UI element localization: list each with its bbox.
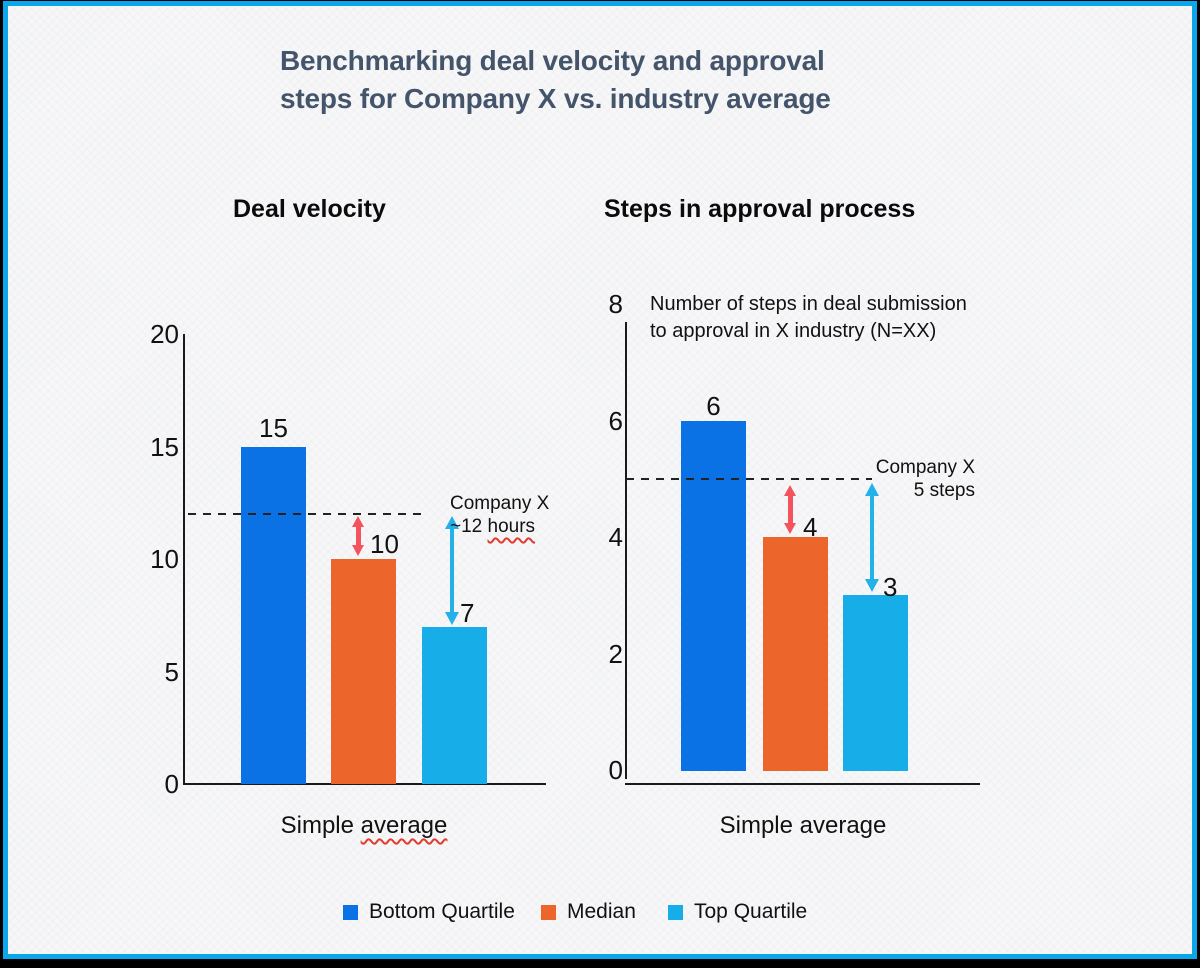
bar-value-label: 10 (370, 529, 399, 559)
annotation-text: Company X (875, 457, 975, 478)
bar-value-label: 6 (706, 390, 721, 421)
red-difference-arrow-shaft (355, 525, 361, 547)
annotation-line: ~12 hours (450, 515, 549, 538)
red-difference-arrow-head-down (784, 523, 796, 535)
x-axis-label: Simple average (643, 812, 963, 840)
blue-difference-arrow-head-down (865, 579, 879, 593)
annotation-misspelled-word: hours (487, 516, 536, 537)
bar-top-quartile (422, 626, 487, 784)
bar-median (763, 537, 828, 771)
red-difference-arrow (784, 485, 796, 535)
y-tick-label: 0 (608, 755, 623, 785)
red-difference-arrow (352, 516, 364, 556)
y-tick-label: 10 (150, 544, 179, 574)
company-x-reference-line (188, 513, 428, 515)
x-axis-line (625, 783, 980, 785)
y-tick-label: 8 (608, 289, 623, 320)
annotation-line: Company X (450, 492, 549, 515)
x-axis-label-misspelled-word: average (360, 812, 448, 839)
blue-difference-arrow (445, 516, 459, 625)
legend-label: Median (567, 900, 636, 923)
blue-difference-arrow-shaft (450, 527, 454, 614)
y-axis-line (625, 322, 627, 779)
chart-title-approval-steps: Steps in approval process (604, 195, 916, 223)
annotation-text: Company X (450, 493, 550, 514)
red-difference-arrow-head-down (352, 545, 364, 556)
bar-median (331, 559, 396, 784)
company-x-annotation: Company X ~12 hours (450, 492, 549, 538)
legend-swatch-bottom-quartile (343, 904, 358, 920)
bar-value-label: 15 (259, 412, 288, 443)
chart-note-line: to approval in X industry (N=XX) (650, 320, 937, 342)
x-axis-label: Simple average (204, 812, 524, 840)
chart-note: Number of steps in deal submission to app… (650, 291, 967, 345)
y-tick-label: 0 (164, 769, 179, 799)
annotation-line: 5 steps (795, 479, 975, 502)
y-axis-line (183, 334, 185, 785)
company-x-reference-line (626, 478, 872, 480)
blue-difference-arrow-head-down (445, 611, 459, 625)
legend-label: Top Quartile (694, 900, 808, 923)
slide-title: Benchmarking deal velocity and approval … (280, 45, 831, 114)
bar-value-label: 3 (883, 572, 898, 602)
red-difference-arrow-head-up (352, 516, 364, 527)
blue-difference-arrow (865, 483, 879, 593)
x-axis-line (183, 783, 546, 785)
bar-value-label: 4 (803, 512, 818, 542)
blue-difference-arrow-head-up (865, 483, 879, 496)
x-axis-label-text: Simple (280, 812, 361, 839)
bar-value-label: 7 (460, 598, 475, 628)
annotation-line: Company X (795, 456, 975, 479)
y-tick-label: 15 (150, 431, 179, 462)
chart-title-deal-velocity: Deal velocity (233, 195, 386, 223)
legend-swatch-top-quartile (668, 904, 683, 920)
slide-canvas (3, 1, 1197, 959)
legend-item-median: Median (541, 897, 636, 927)
bar-bottom-quartile (241, 446, 306, 784)
red-difference-arrow-head-up (784, 485, 796, 496)
legend-item-bottom-quartile: Bottom Quartile (343, 897, 515, 927)
annotation-text: ~12 (450, 516, 488, 537)
y-tick-label: 5 (164, 656, 179, 687)
y-tick-label: 20 (150, 319, 179, 349)
y-tick-label: 6 (608, 405, 623, 436)
legend-label: Bottom Quartile (369, 900, 515, 923)
chart-note-line: Number of steps in deal submission (650, 293, 967, 315)
legend-item-top-quartile: Top Quartile (668, 897, 807, 927)
bar-top-quartile (843, 595, 908, 771)
x-axis-label-text: Simple average (719, 812, 887, 839)
blue-difference-arrow-head-up (445, 516, 459, 529)
red-difference-arrow-shaft (787, 494, 793, 526)
blue-difference-arrow-shaft (870, 494, 874, 582)
bar-bottom-quartile (681, 420, 746, 771)
annotation-text: 5 steps (913, 480, 975, 501)
y-tick-label: 2 (608, 638, 623, 669)
y-tick-label: 4 (608, 522, 623, 553)
legend-swatch-median (541, 904, 556, 920)
